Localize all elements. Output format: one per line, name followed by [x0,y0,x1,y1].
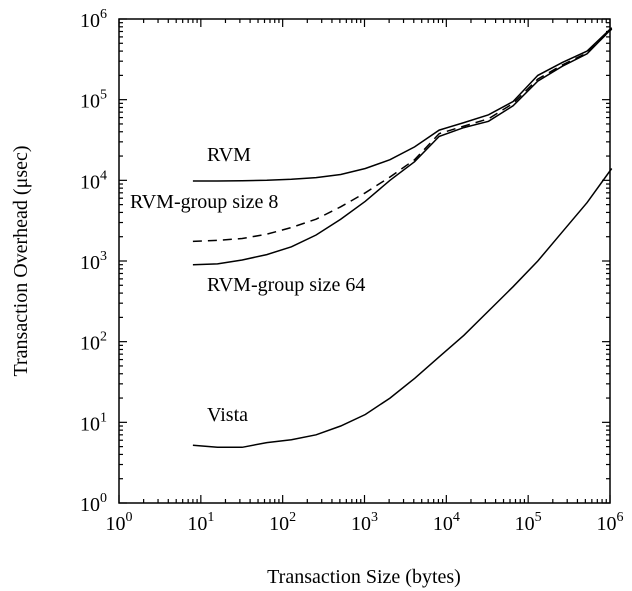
x-tick-label: 106 [597,510,624,535]
y-tick-label: 103 [80,249,107,274]
plot-frame [119,19,610,503]
y-tick-label: 100 [80,491,107,516]
series-label-rvm: RVM [207,144,251,166]
x-tick-label: 103 [351,510,378,535]
series-lines [193,28,612,448]
y-tick-label: 106 [80,7,107,32]
y-minor-ticks [119,23,610,479]
y-tick-label: 105 [80,88,107,113]
y-axis-title: Transaction Overhead (μsec) [10,145,32,376]
x-tick-label: 101 [187,510,214,535]
y-tick-label: 101 [80,410,107,435]
x-tick-label: 100 [106,510,133,535]
x-tick-label: 105 [515,510,542,535]
y-tick-labels: 100 101 102 103 104 105 106 [80,7,107,516]
x-axis-title: Transaction Size (bytes) [267,566,461,588]
x-tick-labels: 100 101 102 103 104 105 106 [106,510,624,535]
series-line-rvm [193,28,612,181]
series-label-rvm-group-8: RVM-group size 8 [130,191,278,213]
y-tick-label: 102 [80,330,107,355]
x-major-ticks [119,19,610,503]
x-tick-label: 104 [433,510,460,535]
series-label-rvm-group-64: RVM-group size 64 [207,274,365,296]
series-line-rvm-group-size-64 [193,29,612,265]
x-tick-label: 102 [269,510,296,535]
y-major-ticks [119,19,610,503]
series-label-vista: Vista [207,404,248,426]
y-tick-label: 104 [80,168,107,193]
